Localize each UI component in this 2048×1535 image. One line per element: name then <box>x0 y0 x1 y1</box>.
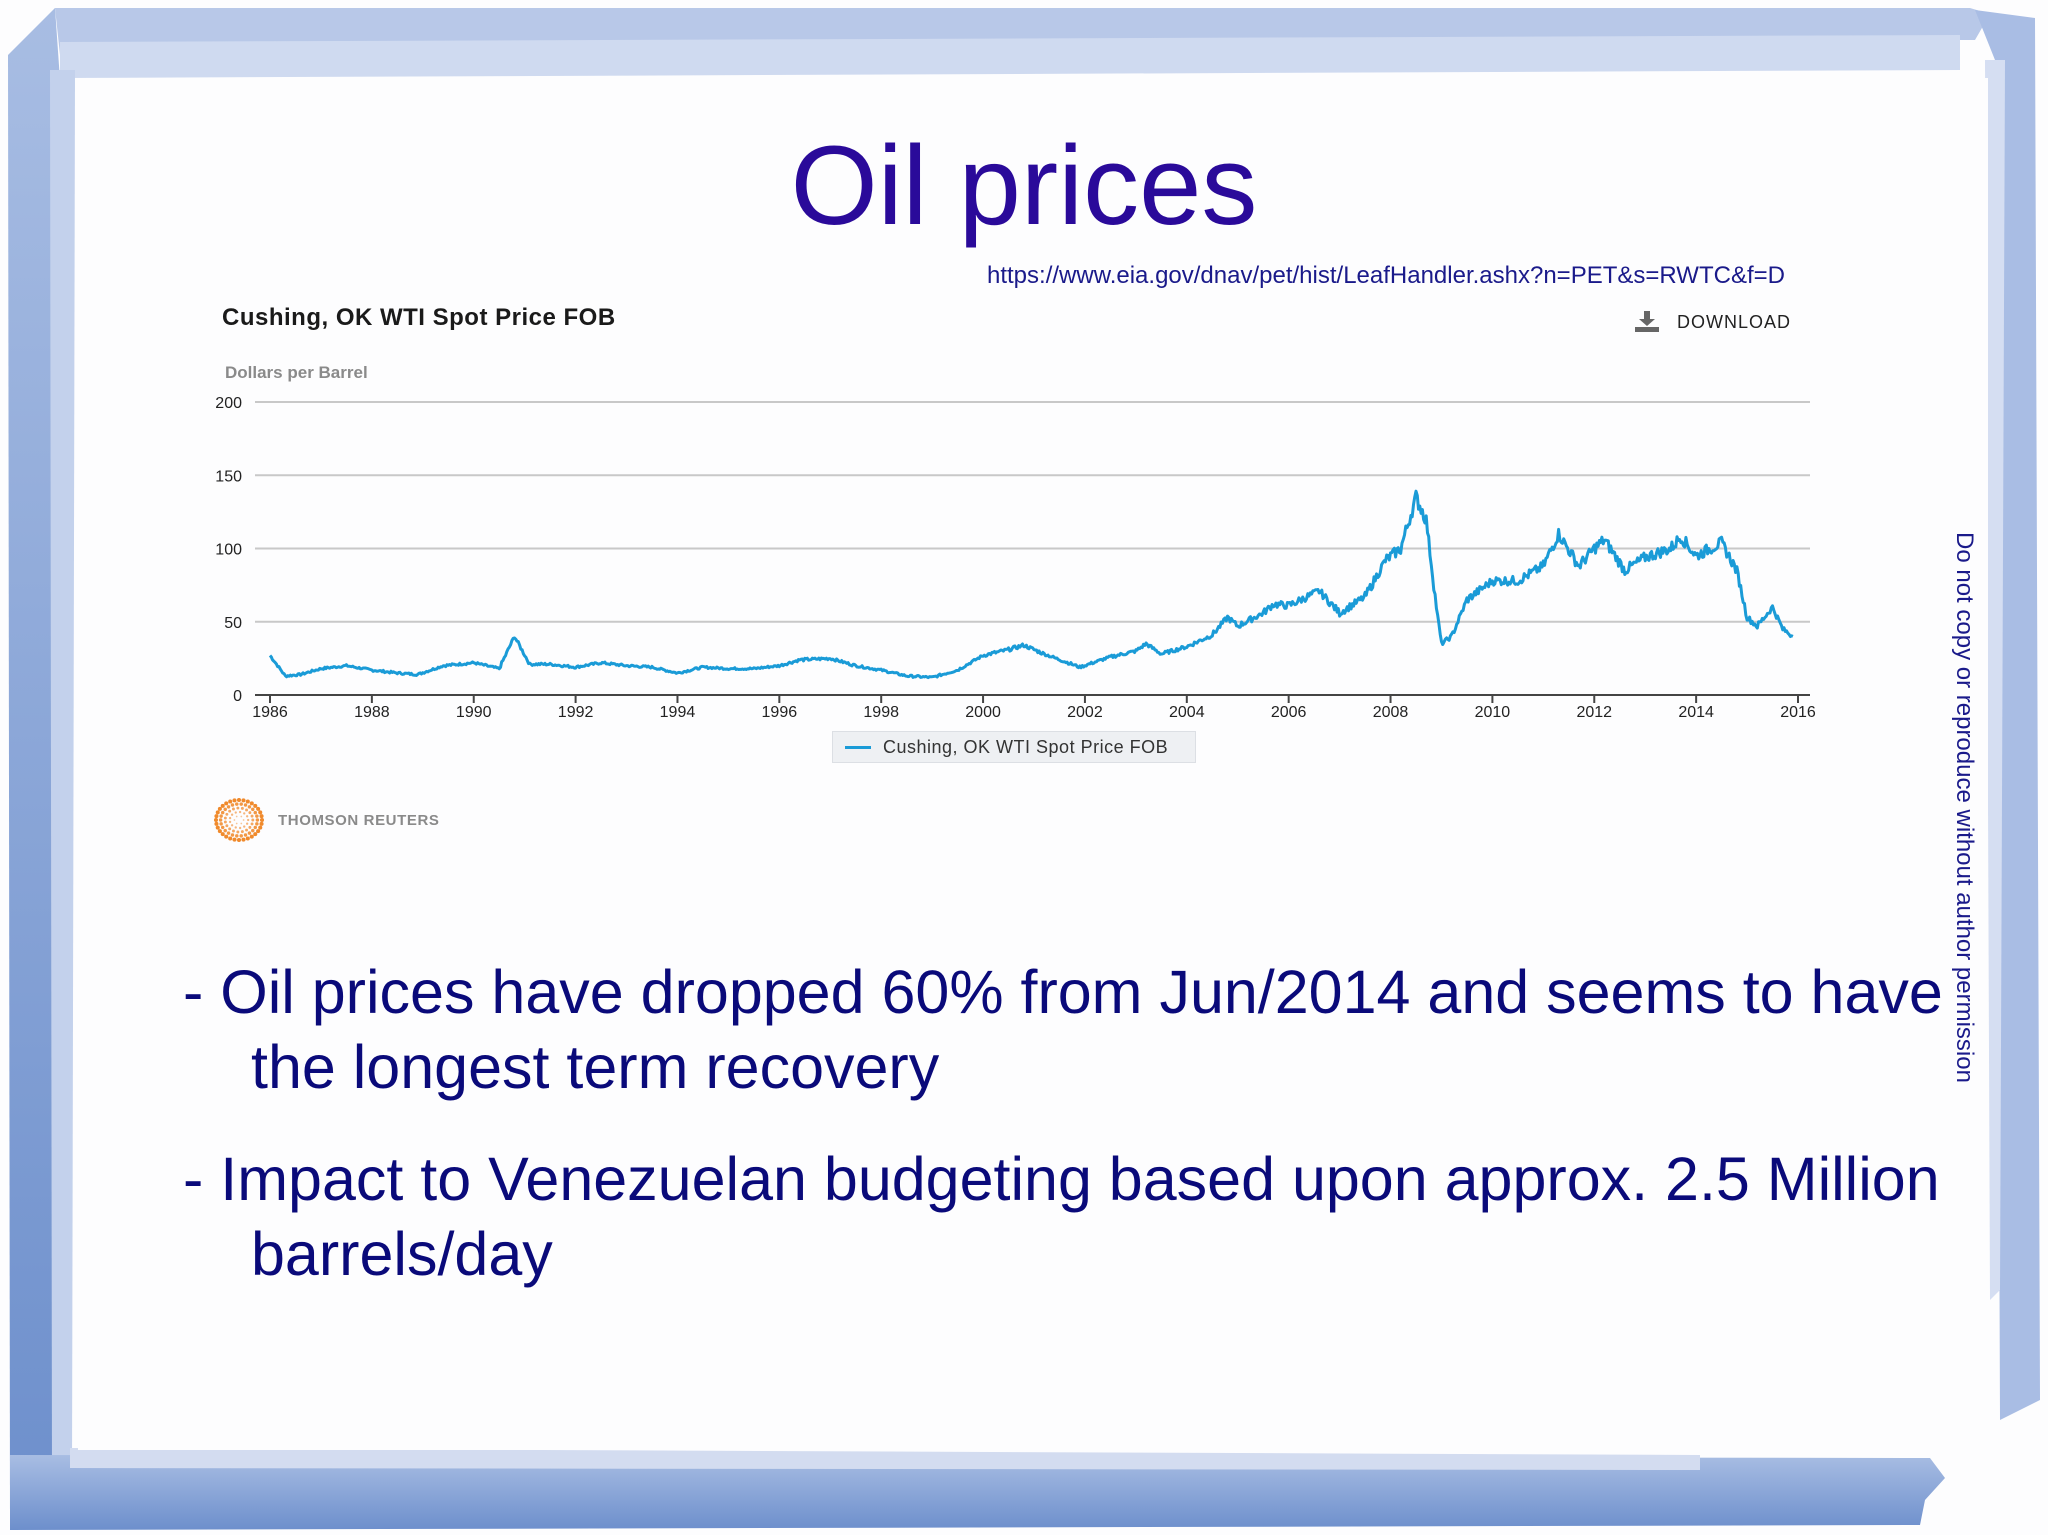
logo-text: THOMSON REUTERS <box>278 811 440 829</box>
x-tick-label: 2008 <box>1373 704 1409 721</box>
x-tick-label: 1994 <box>660 704 696 721</box>
x-tick-label: 2012 <box>1576 704 1612 721</box>
x-tick-label: 2004 <box>1169 704 1205 721</box>
y-tick-label: 0 <box>233 688 242 705</box>
y-tick-label: 200 <box>215 395 242 412</box>
bullet-item: - Impact to Venezuelan budgeting based u… <box>183 1145 1940 1288</box>
chart-title: Cushing, OK WTI Spot Price FOB <box>222 304 616 331</box>
y-tick-label: 150 <box>215 468 242 485</box>
x-tick-label: 2010 <box>1475 704 1511 721</box>
download-icon <box>1635 311 1659 332</box>
chart-legend[interactable]: Cushing, OK WTI Spot Price FOB <box>832 731 1196 763</box>
legend-label: Cushing, OK WTI Spot Price FOB <box>883 736 1169 757</box>
bullet-list: - Oil prices have dropped 60% from Jun/2… <box>183 955 1963 1329</box>
source-url-link[interactable]: https://www.eia.gov/dnav/pet/hist/LeafHa… <box>987 262 1785 289</box>
thomson-reuters-logo-icon <box>213 798 265 842</box>
x-tick-label: 1990 <box>456 704 492 721</box>
x-tick-label: 1998 <box>863 704 899 721</box>
legend-line-swatch <box>845 745 871 749</box>
x-tick-label: 1996 <box>762 704 798 721</box>
price-line <box>268 489 1794 680</box>
x-tick-label: 2006 <box>1271 704 1307 721</box>
download-label: DOWNLOAD <box>1677 311 1792 332</box>
slide-title: Oil prices <box>790 123 1258 248</box>
x-tick-label: 2002 <box>1067 704 1103 721</box>
thomson-reuters-logo: THOMSON REUTERS <box>212 798 440 842</box>
copyright-note: Do not copy or reproduce without author … <box>1951 532 1978 1083</box>
y-tick-label: 100 <box>215 542 242 559</box>
bullet-item: - Oil prices have dropped 60% from Jun/2… <box>183 958 1943 1101</box>
y-axis-label: Dollars per Barrel <box>225 363 368 382</box>
x-tick-label: 1986 <box>252 704 288 721</box>
y-tick-label: 50 <box>224 615 242 632</box>
x-tick-label: 1992 <box>558 704 594 721</box>
x-tick-label: 2014 <box>1678 704 1714 721</box>
x-tick-label: 1988 <box>354 704 390 721</box>
line-chart: 0 50 100 150 200 1986 1988 1990 1992 1994 1996 1998… <box>215 395 1816 721</box>
x-tick-label: 2000 <box>965 704 1001 721</box>
download-button[interactable]: DOWNLOAD <box>1633 311 1791 333</box>
x-tick-label: 2016 <box>1780 704 1816 721</box>
